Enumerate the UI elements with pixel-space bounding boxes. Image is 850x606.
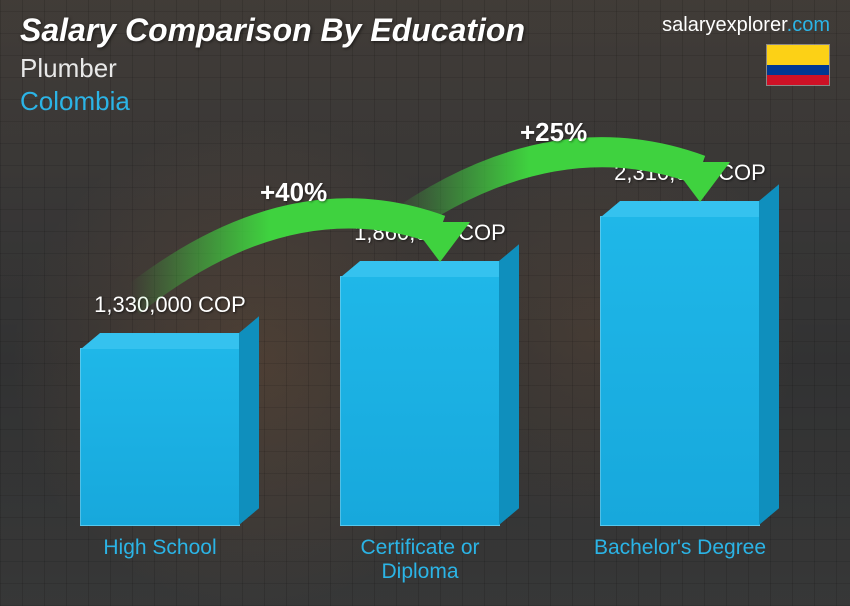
subtitle-country: Colombia <box>20 86 830 117</box>
increase-pct-label: +25% <box>520 117 587 148</box>
flag-stripe-blue <box>767 65 829 75</box>
flag-stripe-red <box>767 75 829 85</box>
salary-bar-chart: 1,330,000 COPHigh School1,860,000 COPCer… <box>60 128 790 578</box>
flag-colombia-icon <box>766 44 830 86</box>
subtitle-occupation: Plumber <box>20 53 830 84</box>
brand-logo: salaryexplorer.com <box>662 14 830 37</box>
brand-suffix: .com <box>787 14 830 36</box>
increase-arc-1 <box>60 128 790 578</box>
brand-name: salaryexplorer <box>662 14 787 36</box>
flag-stripe-yellow <box>767 45 829 65</box>
